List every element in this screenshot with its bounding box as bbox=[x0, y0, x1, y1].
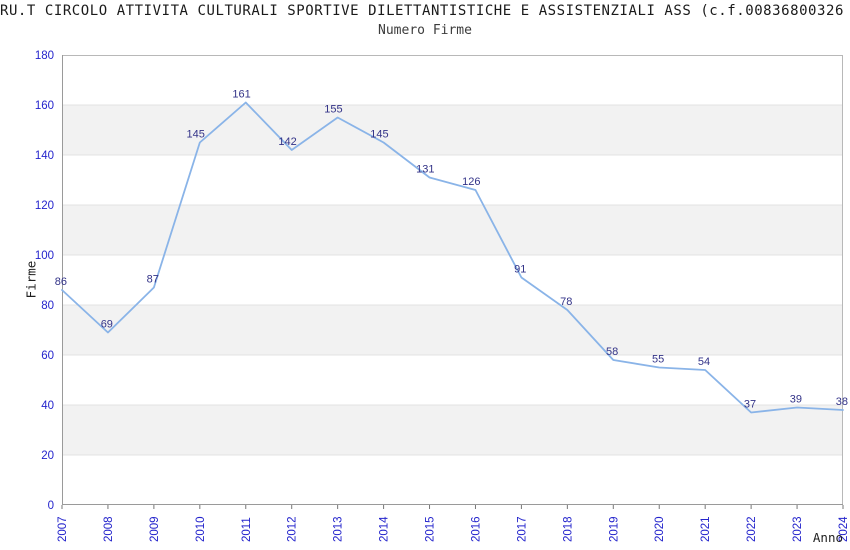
data-label: 145 bbox=[370, 129, 388, 141]
data-label: 161 bbox=[232, 89, 250, 101]
x-tick-label: 2013 bbox=[333, 516, 345, 542]
plot-band bbox=[62, 305, 843, 355]
y-tick-label: 20 bbox=[41, 450, 54, 462]
x-tick-label: 2023 bbox=[792, 516, 804, 542]
data-label: 145 bbox=[186, 129, 204, 141]
y-tick-label: 40 bbox=[41, 400, 54, 412]
x-tick-label: 2021 bbox=[700, 516, 712, 542]
y-tick-label: 160 bbox=[35, 100, 54, 112]
data-label: 86 bbox=[55, 276, 67, 288]
data-label: 87 bbox=[147, 274, 159, 286]
data-label: 37 bbox=[744, 399, 756, 411]
x-tick-label: 2022 bbox=[746, 516, 758, 542]
plot-band bbox=[62, 205, 843, 255]
x-tick-label: 2012 bbox=[287, 516, 299, 542]
data-label: 78 bbox=[560, 296, 572, 308]
data-label: 142 bbox=[278, 136, 296, 148]
y-tick-label: 0 bbox=[48, 500, 54, 512]
x-tick-label: 2019 bbox=[608, 516, 620, 542]
x-tick-label: 2011 bbox=[241, 517, 253, 542]
x-tick-label: 2007 bbox=[57, 516, 69, 542]
x-tick-label: 2010 bbox=[195, 516, 207, 542]
chart-title: KRU.T CIRCOLO ATTIVITA CULTURALI SPORTIV… bbox=[0, 3, 844, 19]
x-tick-label: 2014 bbox=[379, 516, 391, 542]
data-label: 38 bbox=[836, 396, 848, 408]
y-tick-label: 100 bbox=[35, 250, 54, 262]
data-label: 58 bbox=[606, 346, 618, 358]
x-tick-label: 2020 bbox=[654, 516, 666, 542]
y-tick-label: 180 bbox=[35, 50, 54, 62]
x-tick-label: 2018 bbox=[562, 516, 574, 542]
y-tick-label: 80 bbox=[41, 300, 54, 312]
x-axis-title: Anno bbox=[812, 530, 843, 545]
x-tick-label: 2008 bbox=[103, 516, 115, 542]
data-label: 55 bbox=[652, 354, 664, 366]
chart-subtitle: Numero Firme bbox=[378, 23, 472, 38]
data-label: 39 bbox=[790, 394, 802, 406]
data-label: 155 bbox=[324, 104, 342, 116]
x-tick-label: 2024 bbox=[838, 516, 850, 542]
data-label: 69 bbox=[101, 319, 113, 331]
data-label: 54 bbox=[698, 356, 710, 368]
x-tick-label: 2009 bbox=[149, 516, 161, 542]
y-tick-label: 140 bbox=[35, 150, 54, 162]
data-label: 131 bbox=[416, 164, 434, 176]
data-label: 91 bbox=[514, 264, 526, 276]
y-tick-label: 60 bbox=[41, 350, 54, 362]
x-tick-label: 2017 bbox=[516, 516, 528, 542]
plot-band bbox=[62, 405, 843, 455]
plot-band bbox=[62, 105, 843, 155]
y-tick-label: 120 bbox=[35, 200, 54, 212]
data-label: 126 bbox=[462, 176, 480, 188]
x-tick-label: 2016 bbox=[470, 516, 482, 542]
x-tick-label: 2015 bbox=[425, 516, 437, 542]
series-line bbox=[61, 101, 844, 414]
